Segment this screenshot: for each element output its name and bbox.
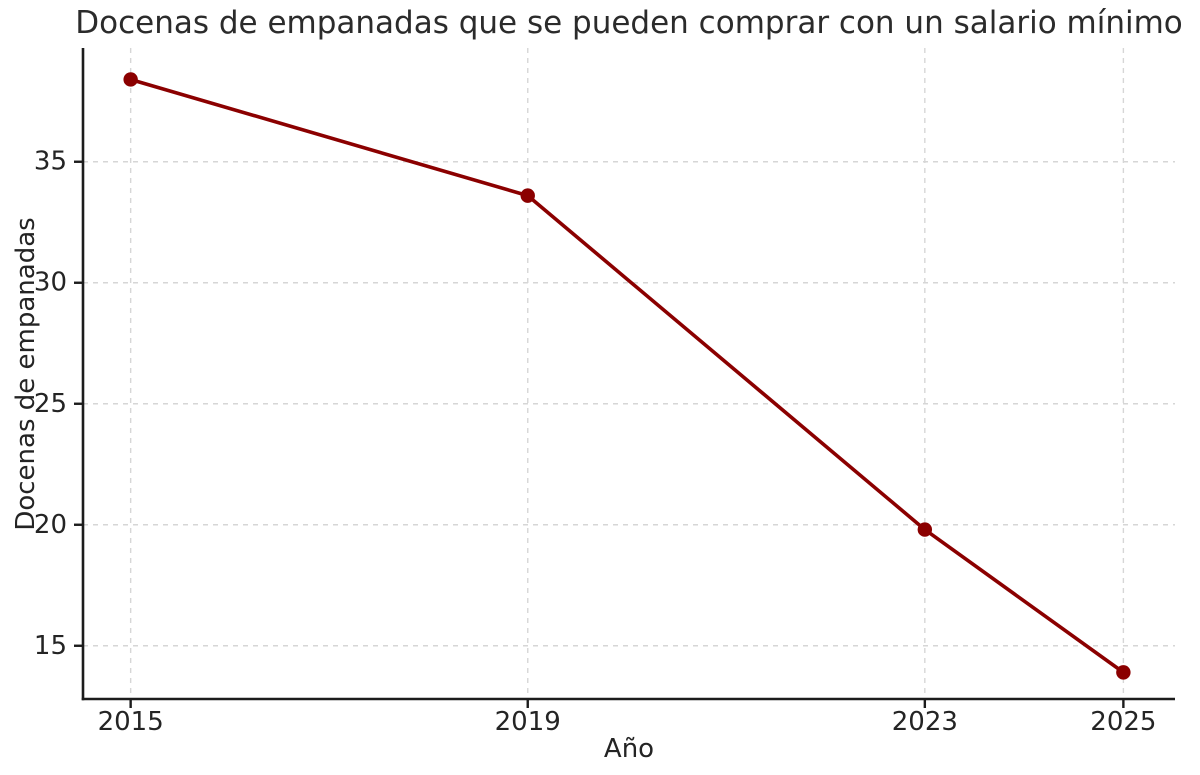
data-point [520,188,535,203]
y-tick-label: 30 [34,268,67,298]
x-axis-title: Año [603,734,655,764]
y-tick-label: 25 [34,389,67,419]
y-tick-label: 15 [34,631,67,661]
data-line [128,77,1126,675]
chart-title: Docenas de empanadas que se pueden compr… [75,5,1183,41]
x-tick-label: 2023 [892,707,958,737]
x-tick-label: 2019 [495,707,561,737]
x-tick-label: 2015 [98,707,164,737]
data-point [917,522,933,537]
y-tick-label: 35 [34,147,67,177]
y-tick-label: 20 [34,510,67,540]
x-tick-label: 2025 [1090,707,1156,737]
data-point [123,72,138,87]
data-point [1116,665,1131,680]
